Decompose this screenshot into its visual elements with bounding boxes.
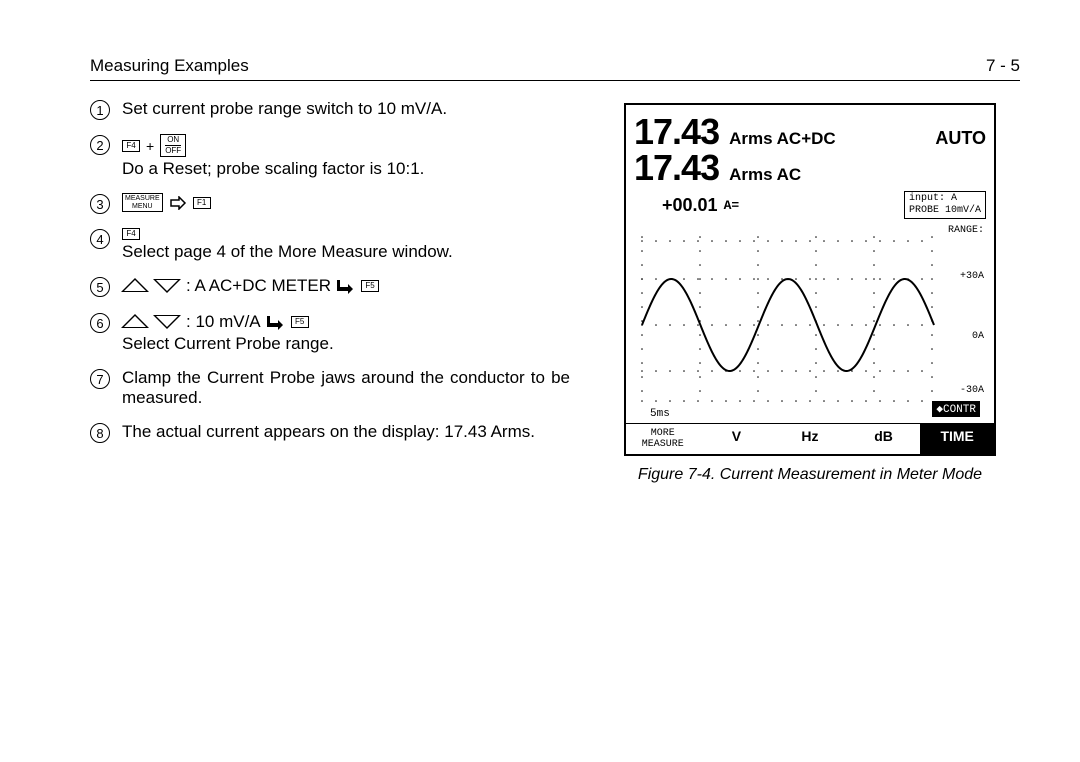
- softkey-time: TIME: [920, 424, 994, 454]
- reading-3-value: +00.01: [662, 195, 718, 216]
- step-1-text: Set current probe range switch to 10 mV/…: [122, 99, 570, 119]
- step-5-label: : A AC+DC METER: [186, 276, 331, 296]
- auto-label: AUTO: [935, 128, 986, 149]
- waveform-area: RANGE: +30A 0A -30A: [634, 225, 986, 403]
- range-plus-30: +30A: [948, 271, 984, 283]
- down-arrow-icon: [156, 312, 178, 332]
- softkey-more-measure: MOREMEASURE: [626, 424, 700, 454]
- arrow-right-icon: [169, 196, 187, 210]
- enter-arrow-icon: [267, 314, 285, 330]
- step-marker-2: 2: [90, 135, 110, 155]
- key-on-off: ON OFF: [160, 134, 186, 157]
- down-arrow-icon: [156, 276, 178, 296]
- step-8-text: The actual current appears on the displa…: [122, 422, 570, 442]
- contr-label: ◆CONTR: [932, 401, 980, 417]
- steps-column: 1 Set current probe range switch to 10 m…: [90, 99, 570, 484]
- scope-screen: 17.43 Arms AC+DC AUTO 17.43 Arms AC +00.…: [624, 103, 996, 456]
- key-f5: F5: [361, 280, 379, 292]
- range-zero: 0A: [948, 331, 984, 343]
- header-right: 7 - 5: [986, 56, 1020, 76]
- step-6-text: Select Current Probe range.: [122, 334, 570, 354]
- plus-sign: +: [146, 138, 154, 154]
- reading-2-unit: Arms AC: [729, 165, 801, 185]
- key-f5: F5: [291, 316, 309, 328]
- up-arrow-icon: [124, 312, 146, 332]
- key-f1: F1: [193, 197, 211, 209]
- reading-2-value: 17.43: [634, 147, 719, 189]
- step-marker-8: 8: [90, 423, 110, 443]
- reading-3-unit: A=: [724, 198, 740, 213]
- range-label: RANGE:: [948, 225, 984, 237]
- key-f4: F4: [122, 228, 140, 240]
- reading-1-unit: Arms AC+DC: [729, 129, 836, 149]
- timebase-label: 5ms: [650, 408, 670, 420]
- softkey-hz: Hz: [773, 424, 847, 454]
- step-marker-1: 1: [90, 100, 110, 120]
- up-arrow-icon: [124, 276, 146, 296]
- header-left: Measuring Examples: [90, 56, 249, 76]
- step-7-text: Clamp the Current Probe jaws around the …: [122, 368, 570, 408]
- step-6-label: : 10 mV/A: [186, 312, 261, 332]
- step-marker-3: 3: [90, 194, 110, 214]
- figure-caption: Figure 7-4. Current Measurement in Meter…: [610, 466, 1010, 484]
- step-4-text: Select page 4 of the More Measure window…: [122, 242, 570, 262]
- step-marker-4: 4: [90, 229, 110, 249]
- input-info-box: input: A PROBE 10mV/A: [904, 191, 986, 219]
- key-f4: F4: [122, 140, 140, 152]
- step-2-text: Do a Reset; probe scaling factor is 10:1…: [122, 159, 570, 179]
- waveform-svg: [634, 225, 944, 403]
- softkey-v: V: [700, 424, 774, 454]
- step-marker-6: 6: [90, 313, 110, 333]
- key-measure-menu: MEASURE MENU: [122, 193, 163, 212]
- range-minus-30: -30A: [948, 385, 984, 397]
- enter-arrow-icon: [337, 278, 355, 294]
- step-marker-7: 7: [90, 369, 110, 389]
- step-marker-5: 5: [90, 277, 110, 297]
- softkey-db: dB: [847, 424, 921, 454]
- softkey-row: MOREMEASURE V Hz dB TIME: [626, 423, 994, 454]
